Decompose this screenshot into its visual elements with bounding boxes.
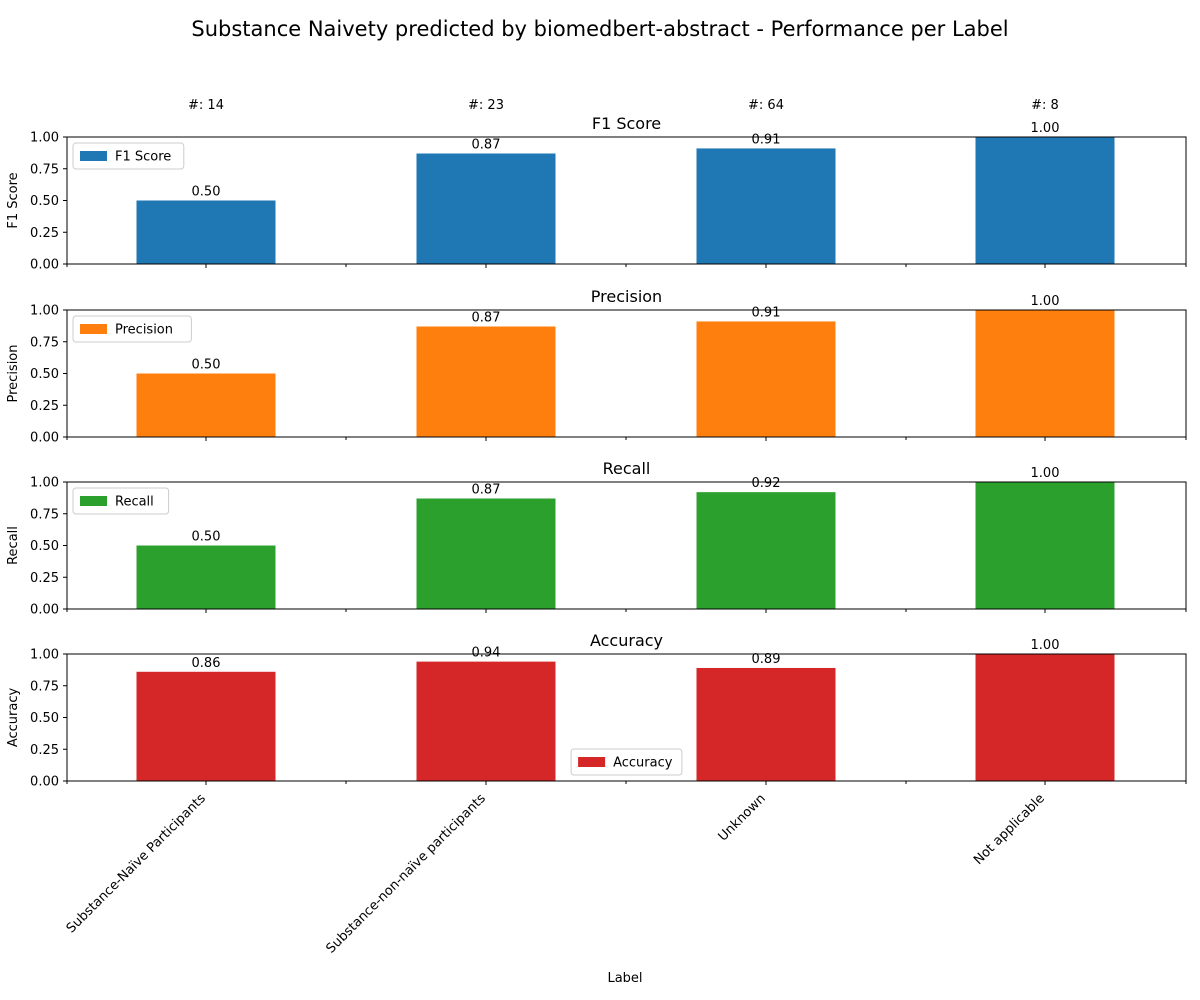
legend-swatch	[80, 496, 107, 506]
bar	[416, 153, 556, 264]
y-tick-label: 0.00	[30, 603, 59, 618]
bar	[416, 326, 556, 437]
y-tick-label: 1.00	[30, 648, 59, 663]
data-label: 0.50	[192, 530, 221, 545]
data-label: 0.50	[192, 185, 221, 200]
y-tick-label: 0.00	[30, 431, 59, 446]
y-tick-label: 0.75	[30, 335, 59, 350]
data-label: 1.00	[1031, 466, 1060, 481]
legend: Accuracy	[570, 748, 683, 776]
bar	[416, 661, 556, 781]
bar	[416, 498, 556, 609]
count-label: #: 64	[748, 98, 784, 113]
y-tick-label: 0.00	[30, 775, 59, 790]
legend-box	[72, 315, 192, 343]
x-tick-label: Not applicable	[971, 791, 1048, 868]
y-tick-label: 1.00	[30, 131, 59, 146]
legend: Recall	[72, 487, 170, 515]
bar	[696, 667, 836, 781]
panel-title: Accuracy	[590, 631, 663, 650]
x-tick-label: Unknown	[716, 791, 769, 844]
y-tick-label: 0.75	[30, 679, 59, 694]
bar	[136, 671, 276, 781]
count-label: #: 23	[468, 98, 504, 113]
y-tick-label: 0.25	[30, 571, 59, 586]
legend: F1 Score	[72, 142, 185, 170]
data-label: 0.87	[472, 138, 501, 153]
legend-box	[72, 142, 185, 170]
bar	[975, 310, 1115, 437]
y-tick-label: 0.50	[30, 194, 59, 209]
data-label: 0.92	[752, 476, 781, 491]
y-tick-label: 0.25	[30, 226, 59, 241]
legend-box	[570, 748, 683, 776]
count-label: #: 14	[188, 98, 224, 113]
legend-label: Accuracy	[613, 756, 673, 771]
legend-label: Recall	[115, 495, 154, 510]
data-label: 0.94	[472, 646, 501, 661]
data-label: 0.87	[472, 483, 501, 498]
x-tick-label: Substance-Naïve Participants	[64, 791, 209, 936]
bar	[136, 545, 276, 609]
y-axis-label: Recall	[6, 526, 21, 565]
data-label: 1.00	[1031, 294, 1060, 309]
panel-title: Recall	[603, 459, 651, 478]
data-label: 0.86	[192, 656, 221, 671]
legend-label: F1 Score	[115, 150, 171, 165]
data-label: 1.00	[1031, 638, 1060, 653]
y-axis-label: Precision	[6, 344, 21, 402]
bar	[975, 654, 1115, 781]
figure-title: Substance Naivety predicted by biomedber…	[191, 17, 1008, 41]
y-axis-label: Accuracy	[6, 688, 21, 748]
y-tick-label: 0.25	[30, 743, 59, 758]
y-tick-label: 0.75	[30, 507, 59, 522]
panel-2: 0.00 0.25 0.50 0.75 1.00 Recall Recall 0.50 0.87…	[6, 459, 1187, 618]
data-label: 0.91	[752, 132, 781, 147]
y-tick-label: 0.50	[30, 539, 59, 554]
bar	[696, 148, 836, 264]
data-label: 0.91	[752, 305, 781, 320]
data-label: 0.87	[472, 311, 501, 326]
y-tick-label: 0.25	[30, 399, 59, 414]
y-tick-label: 0.00	[30, 258, 59, 273]
panel-1: 0.00 0.25 0.50 0.75 1.00 Precision Precision 0.…	[6, 287, 1187, 446]
legend-swatch	[80, 151, 107, 161]
legend-box	[72, 487, 170, 515]
bar	[696, 321, 836, 437]
y-tick-label: 0.75	[30, 162, 59, 177]
legend: Precision	[72, 315, 192, 343]
y-tick-label: 0.50	[30, 711, 59, 726]
x-axis-label: Label	[607, 971, 642, 986]
legend-swatch	[578, 757, 606, 767]
y-tick-label: 1.00	[30, 304, 59, 319]
bar	[975, 137, 1115, 264]
y-axis-label: F1 Score	[6, 172, 21, 228]
panels: 0.00 0.25 0.50 0.75 1.00 F1 Score F1 Score 0.50…	[6, 98, 1187, 957]
y-tick-label: 0.50	[30, 367, 59, 382]
panel-3: 0.00 0.25 0.50 0.75 1.00 Accuracy Accuracy 0.86…	[6, 631, 1187, 790]
y-tick-label: 1.00	[30, 476, 59, 491]
bar	[136, 200, 276, 264]
bar	[696, 492, 836, 609]
count-label: #: 8	[1031, 98, 1059, 113]
legend-label: Precision	[115, 323, 173, 338]
data-label: 0.89	[752, 652, 781, 667]
bar	[136, 373, 276, 437]
legend-swatch	[80, 324, 107, 334]
data-label: 0.50	[192, 358, 221, 373]
x-tick-label: Substance-non-naïve participants	[324, 791, 489, 956]
panel-0: 0.00 0.25 0.50 0.75 1.00 F1 Score F1 Score 0.50…	[6, 114, 1187, 273]
data-label: 1.00	[1031, 121, 1060, 136]
panel-title: Precision	[591, 287, 662, 306]
panel-title: F1 Score	[592, 114, 661, 133]
bar	[975, 482, 1115, 609]
